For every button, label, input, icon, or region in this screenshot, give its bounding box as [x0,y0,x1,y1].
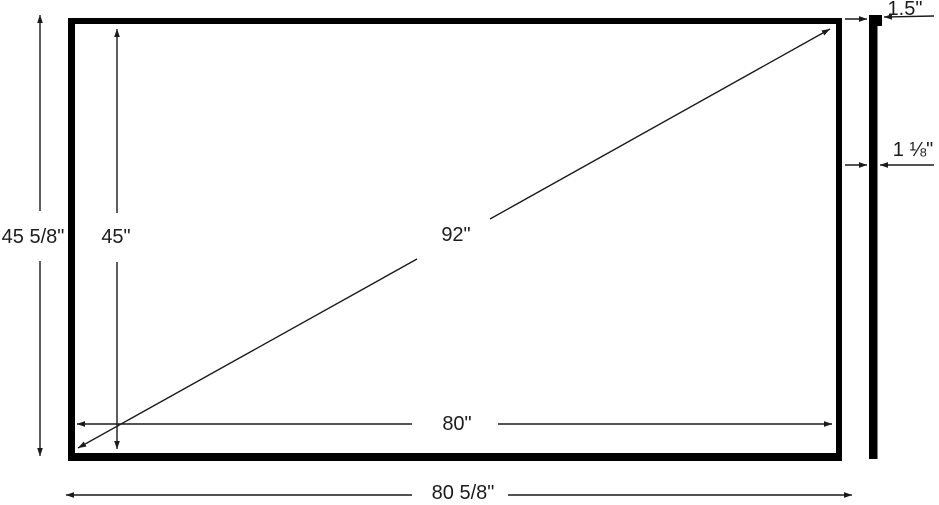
outer-width-dimension: 80 5/8" [65,482,853,504]
outer-height-label: 45 5/8" [2,226,65,248]
outer-width-label: 80 5/8" [432,482,495,504]
viewing-width-label: 80" [442,413,471,435]
viewing-width-dimension: 80" [76,413,833,435]
viewing-height-dimension: 45" [101,28,131,450]
diagonal-dim-line-lower [77,258,418,449]
diagonal-dim-line-upper [489,28,831,220]
side-profile-top-cap [869,15,882,26]
viewing-height-label: 45" [101,226,130,248]
panel-depth-dimension: 1 ⅛" [845,139,934,168]
diagonal-dimension: 92" [77,28,831,449]
outer-height-dimension: 45 5/8" [2,14,65,457]
panel-depth-label: 1 ⅛" [893,139,933,161]
top-depth-dim-line-right [883,13,935,20]
top-depth-dimension: 1.5" [845,0,935,22]
side-profile-bar [869,15,878,459]
diagonal-label: 92" [441,224,470,246]
top-depth-label: 1.5" [888,0,923,20]
